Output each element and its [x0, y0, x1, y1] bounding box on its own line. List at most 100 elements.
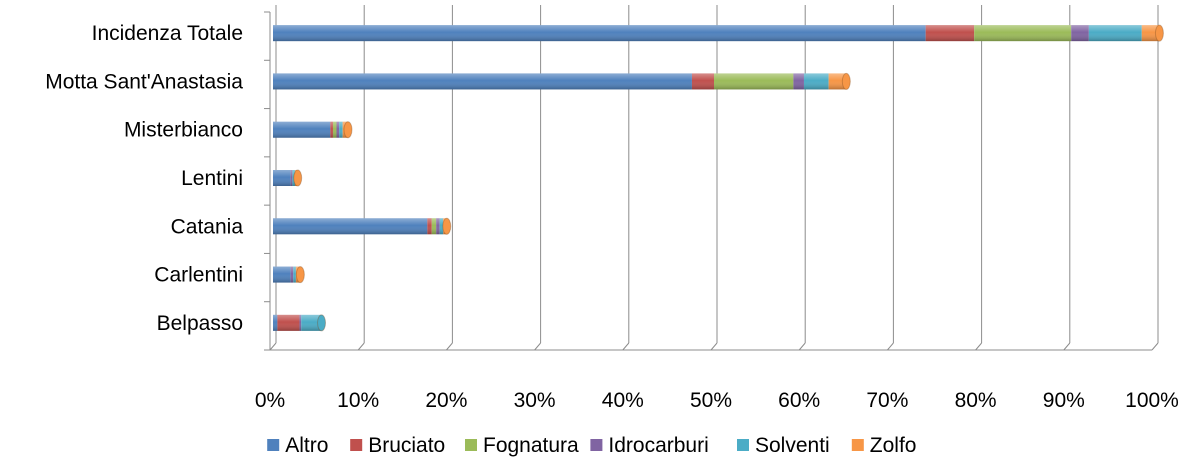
legend-item-idrocarburi: Idrocarburi — [590, 434, 709, 457]
category-label-incidenza-totale: Incidenza Totale — [92, 22, 243, 45]
legend-item-fognatura: Fognatura — [465, 434, 579, 457]
gridline-floor — [887, 342, 894, 351]
x-tick-label: 70% — [866, 389, 908, 412]
category-label-catania: Catania — [171, 215, 244, 238]
bar-segment-shade — [436, 218, 440, 235]
bar-segment-shade — [714, 73, 794, 90]
bar-segment-idrocarburi-motta-sant-anastasia — [793, 73, 804, 90]
bar-segment-zolfo-incidenza-totale — [1141, 25, 1160, 42]
category-label-carlentini: Carlentini — [154, 264, 243, 287]
bar-segment-fognatura-misterbianco — [332, 121, 337, 138]
bar-segment-shade — [273, 170, 291, 186]
legend-swatch — [590, 439, 603, 451]
gridline-floor — [975, 342, 982, 351]
x-tick-label: 40% — [602, 389, 644, 412]
bar-segment-shade — [427, 218, 432, 235]
x-tick-label: 30% — [514, 389, 556, 412]
x-tick-label: 0% — [255, 389, 285, 412]
gridline-floor — [269, 342, 277, 351]
bar-segment-altro-belpasso — [273, 314, 278, 331]
x-tick-label: 60% — [778, 389, 820, 412]
bar-segment-shade — [1071, 25, 1089, 42]
bar-segment-solventi-catania — [439, 218, 444, 235]
category-label-motta-sant-anastasia: Motta Sant'Anastasia — [45, 70, 243, 93]
category-label-belpasso: Belpasso — [157, 312, 243, 335]
bar-segment-fognatura-motta-sant-anastasia — [714, 73, 794, 90]
x-tick-labels: 0% 10% 20% 30% 40% 50% 60% 70% 80% 90% 100% — [255, 389, 1179, 412]
bar-segment-bruciato-motta-sant-anastasia — [691, 73, 714, 90]
bar-segment-bruciato-misterbianco — [330, 121, 333, 138]
legend-label: Idrocarburi — [608, 434, 708, 457]
bar-segment-idrocarburi-lentini — [290, 170, 293, 186]
legend-item-bruciato: Bruciato — [350, 434, 445, 457]
legend-swatch — [350, 439, 363, 451]
bar-segment-shade — [439, 218, 444, 235]
grid-layer — [269, 5, 1159, 351]
legend-item-zolfo: Zolfo — [851, 434, 917, 457]
legend-label: Bruciato — [368, 434, 445, 457]
bar-segment-shade — [273, 25, 926, 42]
x-tick-label: 80% — [955, 389, 997, 412]
bar-layer — [273, 24, 1164, 332]
legend-label: Altro — [285, 434, 328, 457]
bar-segment-shade — [273, 218, 428, 235]
bar-segment-altro-catania — [273, 218, 428, 235]
bar-segment-shade — [1088, 25, 1142, 42]
legend-swatch — [851, 439, 864, 451]
gridline-floor — [1063, 342, 1071, 351]
bar-segment-shade — [293, 266, 296, 283]
category-label-lentini: Lentini — [181, 167, 243, 190]
legend-swatch — [465, 439, 477, 451]
axis-layer — [264, 5, 1152, 351]
bar-segment-idrocarburi-carlentini — [290, 266, 294, 283]
bar-segment-altro-misterbianco — [273, 121, 331, 138]
bar-segment-solventi-incidenza-totale — [1088, 25, 1142, 42]
gridline-floor — [534, 342, 541, 351]
bar-end-cap — [317, 314, 327, 332]
bar-segment-altro-incidenza-totale — [273, 25, 926, 42]
bar-segment-bruciato-incidenza-totale — [925, 25, 975, 42]
bar-segment-shade — [925, 25, 975, 42]
bar-segment-shade — [273, 73, 692, 90]
x-tick-label: 50% — [690, 389, 732, 412]
x-tick-label: 90% — [1043, 389, 1085, 412]
bar-segment-shade — [290, 266, 294, 283]
legend-item-solventi: Solventi — [737, 434, 830, 457]
legend-swatch — [267, 439, 280, 451]
bar-segment-altro-carlentini — [273, 266, 291, 283]
legend-label: Zolfo — [870, 434, 917, 457]
bar-segment-shade — [290, 170, 293, 186]
bar-segment-shade — [332, 121, 337, 138]
gridline-floor — [798, 342, 806, 351]
bar-segment-shade — [330, 121, 333, 138]
gridline-floor — [622, 342, 630, 351]
bar-end-cap — [1154, 24, 1164, 42]
bar-segment-solventi-motta-sant-anastasia — [803, 73, 829, 90]
bar-segment-fognatura-incidenza-totale — [974, 25, 1072, 42]
bar-segment-shade — [273, 266, 291, 283]
bar-segment-shade — [301, 314, 322, 331]
legend: Altro Bruciato Fognatura Idrocarburi Solvent… — [267, 434, 916, 457]
bar-segment-idrocarburi-catania — [436, 218, 440, 235]
bar-end-cap — [841, 72, 851, 90]
category-labels: Incidenza Totale Motta Sant'Anastasia Mist… — [45, 22, 243, 335]
bar-segment-fognatura-catania — [431, 218, 437, 235]
bar-segment-shade — [336, 121, 340, 138]
legend-swatch — [737, 439, 749, 451]
bar-segment-solventi-carlentini — [293, 266, 296, 283]
bar-segment-idrocarburi-incidenza-totale — [1071, 25, 1089, 42]
bar-segment-shade — [339, 121, 343, 138]
legend-label: Solventi — [755, 434, 830, 457]
legend-item-altro: Altro — [267, 434, 328, 457]
bar-segment-solventi-belpasso — [301, 314, 322, 331]
x-tick-label: 20% — [425, 389, 467, 412]
bar-segment-shade — [431, 218, 437, 235]
bar-end-cap — [295, 266, 305, 284]
gridline-floor — [710, 342, 718, 351]
bar-segment-shade — [273, 314, 278, 331]
bar-segment-shade — [273, 121, 331, 138]
x-tick-label: 10% — [337, 389, 379, 412]
legend-label: Fognatura — [483, 434, 579, 457]
